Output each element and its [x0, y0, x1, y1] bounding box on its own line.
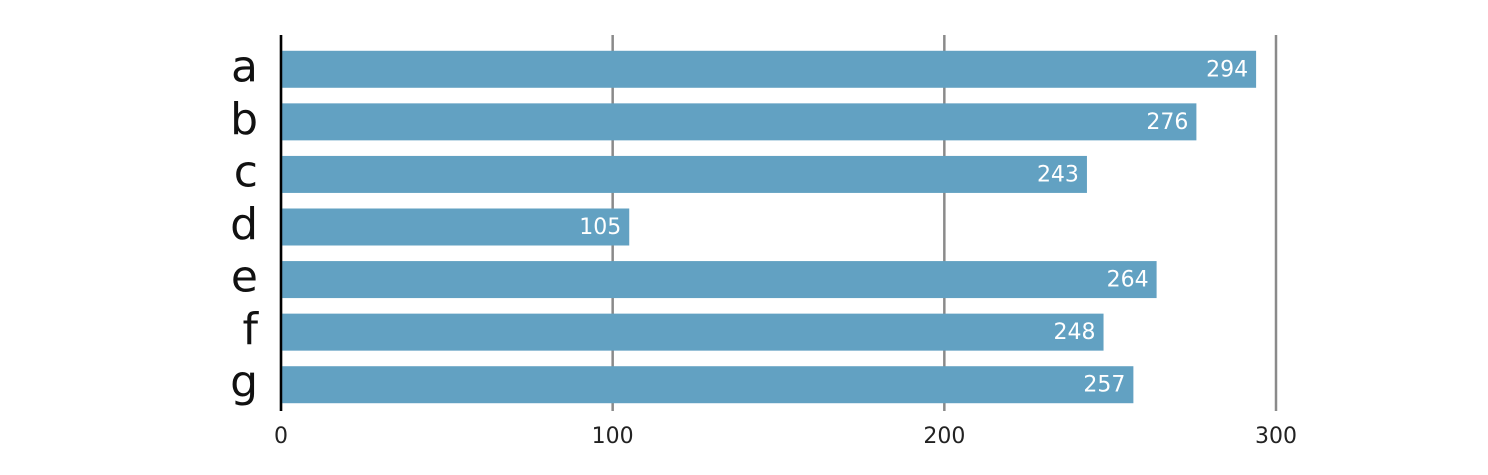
value-label: 243: [1037, 162, 1079, 187]
value-label: 248: [1054, 320, 1096, 345]
bar: [281, 366, 1134, 404]
value-label: 105: [579, 215, 621, 240]
y-tick-label: e: [231, 252, 258, 303]
bar: [281, 155, 1087, 193]
value-label: 294: [1206, 57, 1248, 82]
x-tick-label: 0: [274, 424, 288, 449]
y-tick-label: c: [234, 146, 258, 197]
bar: [281, 50, 1257, 88]
y-tick-label: f: [243, 304, 260, 355]
y-tick-label: d: [230, 199, 258, 250]
x-tick-label: 100: [592, 424, 634, 449]
bar: [281, 208, 630, 246]
x-tick-label: 200: [923, 424, 965, 449]
bar: [281, 103, 1197, 141]
bar: [281, 261, 1157, 299]
x-tick-label: 300: [1255, 424, 1297, 449]
value-label: 257: [1083, 373, 1125, 398]
value-label: 276: [1146, 110, 1188, 135]
y-tick-label: a: [231, 41, 258, 92]
bar: [281, 313, 1104, 351]
y-tick-label: g: [230, 357, 258, 408]
value-label: 264: [1107, 268, 1149, 293]
y-tick-label: b: [230, 94, 258, 145]
